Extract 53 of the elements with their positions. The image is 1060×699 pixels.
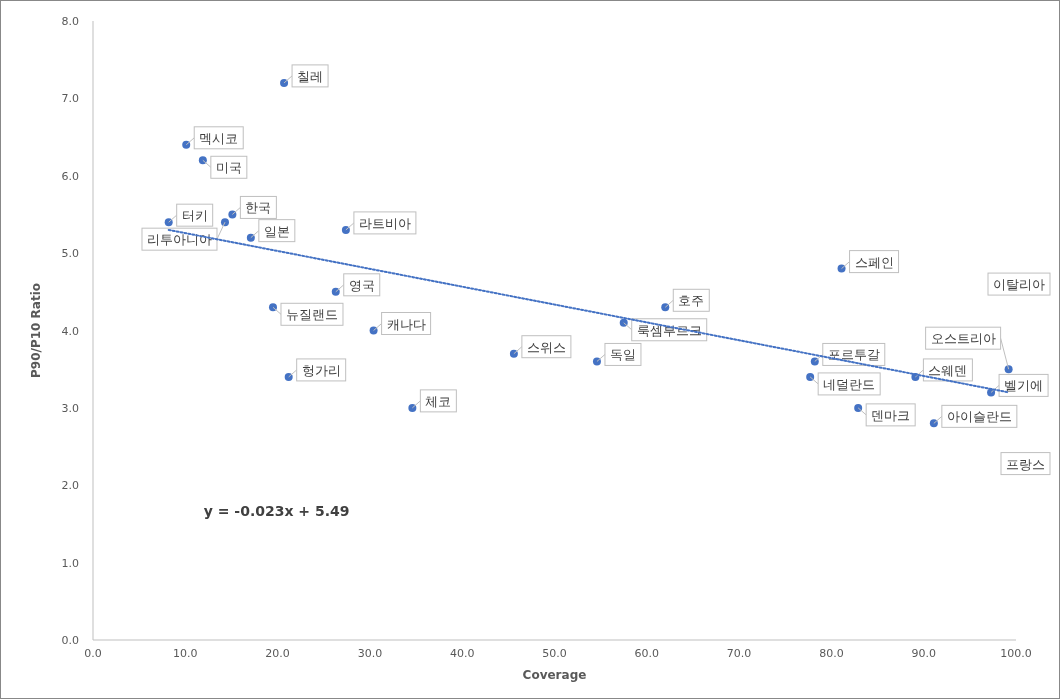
point xyxy=(341,225,350,234)
y-tick-label: 5.0 xyxy=(61,247,79,261)
annotation: 영국 xyxy=(348,277,375,293)
annotation: 뉴질랜드 xyxy=(285,307,338,323)
point xyxy=(268,303,277,312)
annotation: 미국 xyxy=(215,160,242,176)
annotation: 독일 xyxy=(609,347,636,363)
annotation: 스페인 xyxy=(854,254,894,270)
annotation: 칠레 xyxy=(297,68,324,84)
x-tick-label: 80.0 xyxy=(819,647,844,660)
y-tick-label: 7.0 xyxy=(61,92,79,106)
annotation: 포르투갈 xyxy=(827,347,880,363)
y-tick-label: 0.0 xyxy=(61,634,79,647)
annotation: y = -0.023x + 5.49 xyxy=(203,503,350,520)
annotation: 라트비아 xyxy=(358,215,411,231)
annotation: 터키 xyxy=(181,208,208,224)
y-tick-label: 8.0 xyxy=(61,15,79,28)
x-tick-label: 0.0 xyxy=(84,647,102,660)
annotation: 호주 xyxy=(678,293,705,309)
annotation: 벨기에 xyxy=(1004,378,1044,394)
y-tick-label: 3.0 xyxy=(61,401,79,415)
annotation: 한국 xyxy=(245,200,272,216)
annotation: 스웨덴 xyxy=(928,362,968,378)
y-tick-label: 6.0 xyxy=(61,169,79,183)
annotation: 네덜란드 xyxy=(823,376,876,392)
y-tick-label: 2.0 xyxy=(61,479,79,493)
annotation: 헝가리 xyxy=(301,362,341,378)
x-tick-label: 20.0 xyxy=(265,647,290,660)
annotation: 캐나다 xyxy=(386,316,426,332)
annotation: 프랑스 xyxy=(1006,456,1045,472)
point xyxy=(280,78,289,87)
x-tick-label: 40.0 xyxy=(449,647,475,660)
annotation: 아이슬란드 xyxy=(946,409,1012,425)
y-tick-label: 1.0 xyxy=(61,556,79,570)
x-tick-label: 90.0 xyxy=(911,647,936,660)
annotation: 스위스 xyxy=(526,339,566,355)
x-tick-label: 70.0 xyxy=(726,647,752,660)
x-tick-label: 100.0 xyxy=(1000,647,1032,660)
annotation: 덴마크 xyxy=(871,407,911,423)
annotation: 리투아니아 xyxy=(146,232,212,248)
y-tick-label: 4.0 xyxy=(61,324,79,338)
annotation: 일본 xyxy=(263,223,290,239)
annotation: 이탈리아 xyxy=(993,277,1045,293)
x-tick-label: 10.0 xyxy=(173,647,198,660)
annotation: 체코 xyxy=(425,393,452,409)
x-tick-label: 30.0 xyxy=(357,647,383,660)
x-axis-title: Coverage xyxy=(522,668,587,682)
annotation: 멕시코 xyxy=(199,130,239,146)
x-tick-label: 50.0 xyxy=(542,647,567,660)
point xyxy=(228,210,237,219)
y-axis-title: P90/P10 Ratio xyxy=(29,283,43,378)
x-tick-label: 60.0 xyxy=(634,647,660,660)
annotation: 오스트리아 xyxy=(930,331,996,347)
